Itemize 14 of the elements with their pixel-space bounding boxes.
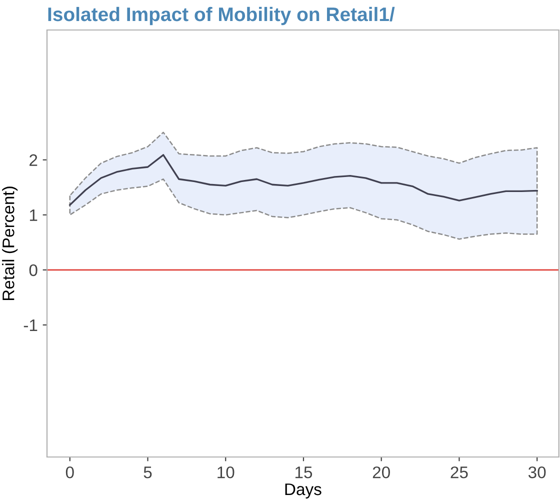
y-tick-label: 2 bbox=[30, 154, 38, 166]
y-tick-label: 0 bbox=[29, 264, 38, 276]
x-tick-label: 10 bbox=[218, 466, 234, 478]
x-tick-label: 5 bbox=[144, 466, 152, 478]
x-tick-label: 0 bbox=[66, 466, 74, 478]
y-axis-title: Retail (Percent) bbox=[2, 186, 18, 300]
x-tick-label: 20 bbox=[372, 466, 390, 478]
y-tick-label: -1 bbox=[24, 320, 38, 331]
x-tick-label: 15 bbox=[295, 466, 312, 478]
x-tick-label: 30 bbox=[528, 466, 546, 478]
x-axis-title: Days bbox=[285, 484, 322, 498]
y-tick-label: 1 bbox=[30, 209, 38, 221]
chart-title: Isolated Impact of Mobility on Retail1/ bbox=[48, 6, 395, 26]
x-tick-label: 25 bbox=[450, 466, 468, 478]
